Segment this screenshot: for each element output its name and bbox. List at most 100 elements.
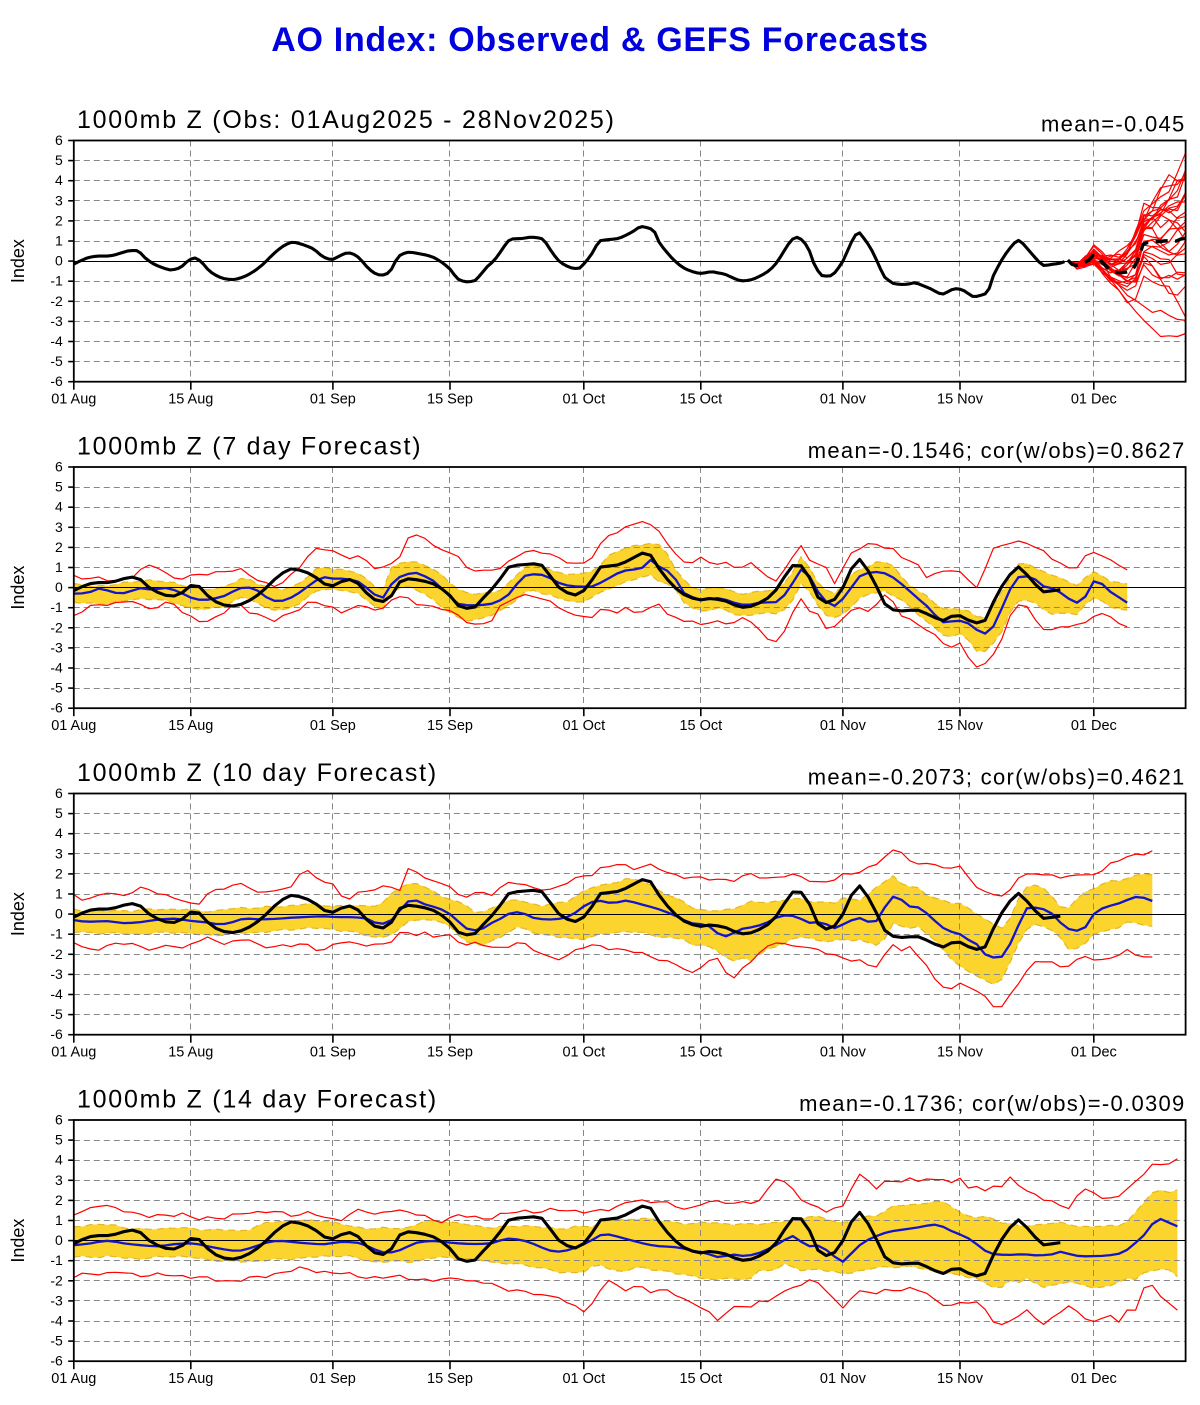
svg-text:-3: -3 [50,313,63,329]
svg-text:15 Oct: 15 Oct [679,392,722,408]
svg-text:3: 3 [55,192,63,208]
svg-text:1000mb Z (7 day Forecast): 1000mb Z (7 day Forecast) [77,433,422,461]
svg-text:01 Aug: 01 Aug [51,718,96,734]
svg-text:6: 6 [55,132,63,148]
svg-text:-6: -6 [50,1026,63,1042]
svg-text:1: 1 [55,1212,63,1228]
svg-text:-4: -4 [50,986,63,1002]
svg-text:15 Nov: 15 Nov [937,392,984,408]
svg-text:1: 1 [55,233,63,249]
svg-text:15 Sep: 15 Sep [427,392,473,408]
svg-text:15 Sep: 15 Sep [427,718,473,734]
svg-text:01 Nov: 01 Nov [820,392,867,408]
svg-text:-5: -5 [50,1333,63,1349]
svg-text:-4: -4 [50,660,63,676]
svg-text:2: 2 [55,212,63,228]
svg-text:-2: -2 [50,1272,63,1288]
svg-text:-5: -5 [50,680,63,696]
svg-text:mean=-0.045: mean=-0.045 [1041,112,1186,137]
svg-text:-6: -6 [50,1353,63,1369]
svg-text:15 Nov: 15 Nov [937,1371,984,1387]
svg-text:15 Nov: 15 Nov [937,1045,984,1061]
svg-text:15 Oct: 15 Oct [679,1045,722,1061]
svg-text:01 Sep: 01 Sep [310,1045,356,1061]
svg-text:15 Aug: 15 Aug [168,718,213,734]
svg-text:15 Aug: 15 Aug [168,392,213,408]
svg-text:-1: -1 [50,1252,63,1268]
svg-text:-4: -4 [50,333,63,349]
svg-text:-1: -1 [50,599,63,615]
svg-text:4: 4 [55,825,63,841]
svg-text:0: 0 [55,906,63,922]
svg-text:-2: -2 [50,293,63,309]
svg-text:-2: -2 [50,619,63,635]
svg-text:mean=-0.2073; cor(w/obs)=0.462: mean=-0.2073; cor(w/obs)=0.4621 [808,765,1186,790]
svg-text:5: 5 [55,479,63,495]
svg-text:01 Oct: 01 Oct [562,392,605,408]
svg-text:1: 1 [55,886,63,902]
svg-text:15 Oct: 15 Oct [679,718,722,734]
svg-text:Index: Index [8,892,28,936]
svg-text:3: 3 [55,1172,63,1188]
svg-text:2: 2 [55,1192,63,1208]
svg-text:-6: -6 [50,373,63,389]
svg-text:4: 4 [55,172,63,188]
svg-text:1000mb Z (Obs: 01Aug2025 - 28N: 1000mb Z (Obs: 01Aug2025 - 28Nov2025) [77,106,616,134]
svg-text:01 Oct: 01 Oct [562,1371,605,1387]
svg-text:01 Oct: 01 Oct [562,1045,605,1061]
svg-text:5: 5 [55,152,63,168]
svg-text:5: 5 [55,805,63,821]
svg-text:-2: -2 [50,946,63,962]
svg-text:01 Dec: 01 Dec [1071,392,1117,408]
svg-text:15 Aug: 15 Aug [168,1371,213,1387]
svg-text:2: 2 [55,865,63,881]
svg-text:1000mb Z (14 day Forecast): 1000mb Z (14 day Forecast) [77,1086,438,1114]
svg-text:1000mb Z (10 day Forecast): 1000mb Z (10 day Forecast) [77,759,438,787]
svg-text:Index: Index [8,566,28,610]
svg-text:mean=-0.1546; cor(w/obs)=0.862: mean=-0.1546; cor(w/obs)=0.8627 [808,438,1186,463]
svg-text:01 Aug: 01 Aug [51,392,96,408]
svg-text:6: 6 [55,785,63,801]
svg-text:-3: -3 [50,639,63,655]
svg-text:01 Nov: 01 Nov [820,1045,867,1061]
svg-text:-4: -4 [50,1313,63,1329]
svg-text:01 Sep: 01 Sep [310,392,356,408]
svg-text:15 Aug: 15 Aug [168,1045,213,1061]
svg-text:01 Dec: 01 Dec [1071,1045,1117,1061]
svg-text:1: 1 [55,559,63,575]
svg-text:3: 3 [55,845,63,861]
svg-text:-6: -6 [50,700,63,716]
svg-text:15 Sep: 15 Sep [427,1045,473,1061]
svg-text:01 Nov: 01 Nov [820,718,867,734]
svg-text:Index: Index [8,239,28,283]
svg-text:5: 5 [55,1132,63,1148]
svg-text:-1: -1 [50,273,63,289]
svg-text:01 Oct: 01 Oct [562,718,605,734]
svg-text:01 Dec: 01 Dec [1071,1371,1117,1387]
svg-text:AO Index: Observed & GEFS Fore: AO Index: Observed & GEFS Forecasts [271,21,928,59]
svg-text:3: 3 [55,519,63,535]
svg-text:4: 4 [55,1152,63,1168]
svg-text:-3: -3 [50,1292,63,1308]
svg-text:2: 2 [55,539,63,555]
svg-text:01 Aug: 01 Aug [51,1371,96,1387]
svg-text:6: 6 [55,459,63,475]
svg-text:0: 0 [55,1232,63,1248]
svg-text:-3: -3 [50,966,63,982]
svg-text:6: 6 [55,1112,63,1128]
svg-text:15 Oct: 15 Oct [679,1371,722,1387]
svg-text:15 Nov: 15 Nov [937,718,984,734]
svg-text:0: 0 [55,253,63,269]
svg-text:-1: -1 [50,926,63,942]
svg-text:15 Sep: 15 Sep [427,1371,473,1387]
svg-text:01 Sep: 01 Sep [310,718,356,734]
svg-text:mean=-0.1736; cor(w/obs)=-0.03: mean=-0.1736; cor(w/obs)=-0.0309 [799,1091,1185,1116]
svg-text:01 Dec: 01 Dec [1071,718,1117,734]
svg-text:0: 0 [55,579,63,595]
svg-text:4: 4 [55,499,63,515]
svg-text:Index: Index [8,1219,28,1263]
svg-text:01 Nov: 01 Nov [820,1371,867,1387]
svg-text:01 Sep: 01 Sep [310,1371,356,1387]
svg-text:-5: -5 [50,1006,63,1022]
svg-text:01 Aug: 01 Aug [51,1045,96,1061]
